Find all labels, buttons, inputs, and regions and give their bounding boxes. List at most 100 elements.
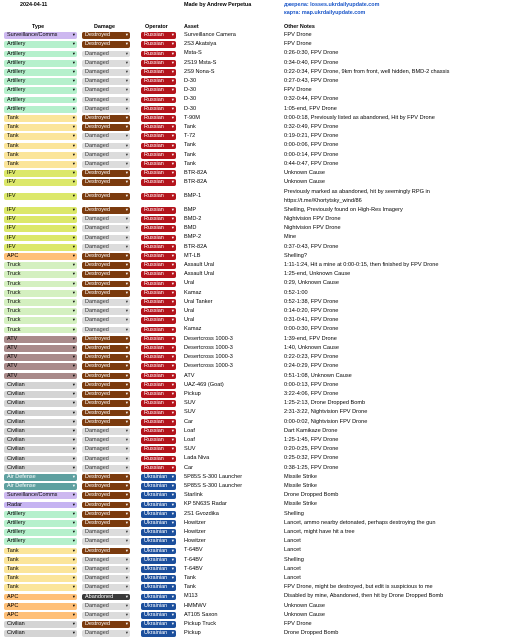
source-link[interactable]: джерела: losses.ukrdailyupdate.com [284,2,380,8]
damage-select[interactable]: Damaged ▾ [82,308,130,316]
type-select[interactable]: Surveillance/Comms ▾ [4,492,77,500]
type-select[interactable]: Civilian ▾ [4,437,77,444]
damage-select[interactable]: Damaged ▾ [82,87,130,95]
type-select[interactable]: Civilian ▾ [4,409,77,417]
operator-select[interactable]: Russian ▾ [141,142,176,150]
operator-select[interactable]: Russian ▾ [141,299,176,306]
type-select[interactable]: Tank ▾ [4,133,77,141]
type-select[interactable]: Tank ▾ [4,115,77,122]
damage-select[interactable]: Destroyed ▾ [82,418,130,426]
type-select[interactable]: IFV ▾ [4,207,77,214]
type-select[interactable]: Radar ▾ [4,501,77,509]
damage-select[interactable]: Destroyed ▾ [82,124,130,132]
damage-select[interactable]: Destroyed ▾ [82,621,130,628]
operator-select[interactable]: Russian ▾ [141,133,176,141]
damage-select[interactable]: Damaged ▾ [82,317,130,325]
type-select[interactable]: Civilian ▾ [4,391,77,398]
operator-select[interactable]: Russian ▾ [141,207,176,214]
operator-select[interactable]: Russian ▾ [141,87,176,95]
damage-select[interactable]: Destroyed ▾ [82,483,130,490]
damage-select[interactable]: Destroyed ▾ [82,271,130,279]
operator-select[interactable]: Russian ▾ [141,124,176,132]
damage-select[interactable]: Damaged ▾ [82,575,130,582]
type-select[interactable]: Civilian ▾ [4,427,77,435]
damage-select[interactable]: Destroyed ▾ [82,409,130,417]
damage-select[interactable]: Destroyed ▾ [82,372,130,380]
operator-select[interactable]: Ukrainian ▾ [141,611,176,619]
type-select[interactable]: Civilian ▾ [4,446,77,454]
operator-select[interactable]: Russian ▾ [141,289,176,297]
damage-select[interactable]: Destroyed ▾ [82,32,130,39]
damage-select[interactable]: Damaged ▾ [82,299,130,306]
type-select[interactable]: IFV ▾ [4,234,77,242]
damage-select[interactable]: Damaged ▾ [82,464,130,472]
type-select[interactable]: Tank ▾ [4,124,77,132]
operator-select[interactable]: Russian ▾ [141,69,176,76]
damage-select[interactable]: Destroyed ▾ [82,179,130,187]
type-select[interactable]: Artillery ▾ [4,519,77,527]
damage-select[interactable]: Damaged ▾ [82,142,130,150]
damage-select[interactable]: Damaged ▾ [82,565,130,573]
damage-select[interactable]: Damaged ▾ [82,529,130,536]
operator-select[interactable]: Ukrainian ▾ [141,519,176,527]
operator-select[interactable]: Russian ▾ [141,78,176,85]
damage-select[interactable]: Destroyed ▾ [82,473,130,481]
type-select[interactable]: Tank ▾ [4,556,77,564]
type-select[interactable]: Tank ▾ [4,142,77,150]
operator-select[interactable]: Russian ▾ [141,50,176,58]
damage-select[interactable]: Destroyed ▾ [82,345,130,352]
damage-select[interactable]: Destroyed ▾ [82,289,130,297]
type-select[interactable]: ATV ▾ [4,363,77,371]
type-select[interactable]: APC ▾ [4,253,77,260]
damage-select[interactable]: Destroyed ▾ [82,547,130,555]
operator-select[interactable]: Russian ▾ [141,234,176,242]
damage-select[interactable]: Damaged ▾ [82,538,130,546]
damage-select[interactable]: Destroyed ▾ [82,115,130,122]
operator-select[interactable]: Russian ▾ [141,280,176,288]
operator-select[interactable]: Russian ▾ [141,225,176,233]
operator-select[interactable]: Ukrainian ▾ [141,473,176,481]
operator-select[interactable]: Russian ▾ [141,96,176,104]
damage-select[interactable]: Destroyed ▾ [82,280,130,288]
type-select[interactable]: Civilian ▾ [4,400,77,408]
operator-select[interactable]: Russian ▾ [141,391,176,398]
damage-select[interactable]: Damaged ▾ [82,602,130,610]
type-select[interactable]: Truck ▾ [4,280,77,288]
damage-select[interactable]: Abandoned ▾ [82,593,130,601]
type-select[interactable]: Tank ▾ [4,584,77,592]
operator-select[interactable]: Russian ▾ [141,363,176,371]
type-select[interactable]: Truck ▾ [4,326,77,334]
operator-select[interactable]: Ukrainian ▾ [141,492,176,500]
type-select[interactable]: Civilian ▾ [4,455,77,463]
damage-select[interactable]: Damaged ▾ [82,151,130,159]
operator-select[interactable]: Ukrainian ▾ [141,556,176,564]
operator-select[interactable]: Russian ▾ [141,372,176,380]
damage-select[interactable]: Damaged ▾ [82,243,130,251]
operator-select[interactable]: Russian ▾ [141,262,176,270]
operator-select[interactable]: Ukrainian ▾ [141,529,176,536]
damage-select[interactable]: Damaged ▾ [82,437,130,444]
damage-select[interactable]: Destroyed ▾ [82,335,130,343]
operator-select[interactable]: Russian ▾ [141,409,176,417]
operator-select[interactable]: Russian ▾ [141,427,176,435]
operator-select[interactable]: Russian ▾ [141,326,176,334]
type-select[interactable]: Tank ▾ [4,575,77,582]
type-select[interactable]: Civilian ▾ [4,418,77,426]
damage-select[interactable]: Damaged ▾ [82,96,130,104]
damage-select[interactable]: Destroyed ▾ [82,262,130,270]
type-select[interactable]: APC ▾ [4,593,77,601]
damage-select[interactable]: Destroyed ▾ [82,170,130,178]
damage-select[interactable]: Destroyed ▾ [82,492,130,500]
type-select[interactable]: ATV ▾ [4,345,77,352]
operator-select[interactable]: Ukrainian ▾ [141,630,176,638]
operator-select[interactable]: Russian ▾ [141,381,176,389]
damage-select[interactable]: Destroyed ▾ [82,207,130,214]
type-select[interactable]: Civilian ▾ [4,621,77,628]
damage-select[interactable]: Damaged ▾ [82,455,130,463]
operator-select[interactable]: Russian ▾ [141,115,176,122]
operator-select[interactable]: Ukrainian ▾ [141,538,176,546]
damage-select[interactable]: Damaged ▾ [82,326,130,334]
type-select[interactable]: APC ▾ [4,602,77,610]
operator-select[interactable]: Russian ▾ [141,317,176,325]
operator-select[interactable]: Russian ▾ [141,271,176,279]
